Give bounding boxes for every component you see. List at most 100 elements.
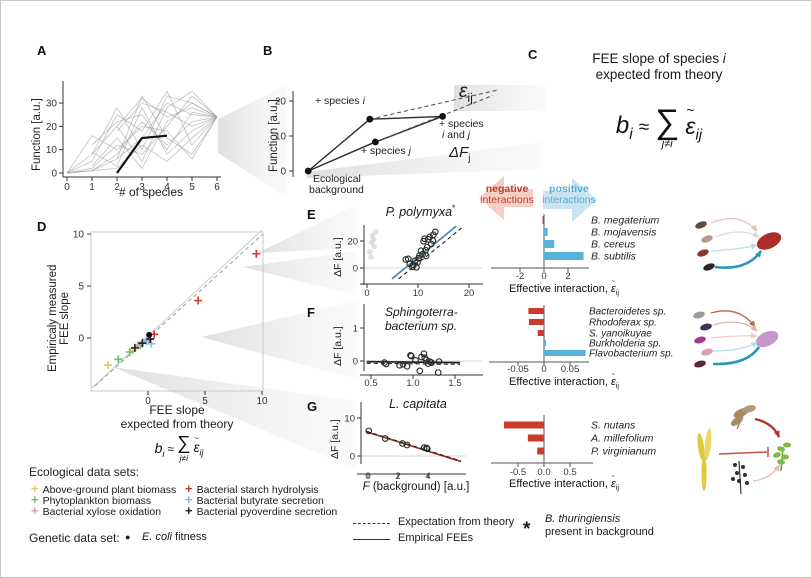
svg-text:1.5: 1.5 [448, 378, 461, 389]
svg-text:0: 0 [280, 167, 286, 178]
svg-text:20: 20 [275, 97, 287, 108]
svg-text:P. virginianum: P. virginianum [591, 446, 656, 458]
note-line-2: present in background [545, 526, 654, 538]
plus-marker-icon: + [185, 481, 193, 496]
svg-text:0: 0 [365, 471, 370, 482]
panel-e-ylabel: ΔF [a.u.] [332, 237, 344, 277]
eff-interaction-label-e: Effective interaction, ~ εij [509, 278, 619, 298]
panel-a-ylabel: Function [a.u.] [31, 98, 43, 172]
interaction-arrows [479, 176, 597, 222]
panel-g-ylabel: ΔF [a.u.] [329, 419, 341, 459]
plus-marker-icon: + [31, 481, 39, 496]
zoom-wedges [113, 85, 546, 469]
note-line-1: B. thuringiensis [545, 513, 621, 525]
legend-item-plant-biomass: + Above-ground plant biomass [31, 481, 177, 496]
panel-label-c: C [528, 47, 538, 62]
svg-text:0.5: 0.5 [364, 378, 377, 389]
svg-text:2: 2 [395, 471, 400, 482]
panel-f-plot: 0.5 1.0 1.5 0 1 [353, 304, 483, 389]
panel-f-ylabel: ΔF [a.u.] [332, 326, 344, 366]
panel-label-f: F [307, 305, 315, 320]
svg-text:0: 0 [353, 357, 358, 368]
svg-text:0.05: 0.05 [561, 364, 580, 375]
panel-f-title-1: Sphingoterra- [385, 305, 458, 319]
panel-label-b: B [263, 43, 273, 58]
negative-arrow-icon [479, 176, 533, 220]
svg-text:B. mojavensis: B. mojavensis [591, 227, 657, 239]
svg-text:A. millefolium: A. millefolium [590, 433, 654, 445]
solid-line-label: Empirical FEEs [398, 532, 474, 544]
svg-text:10: 10 [46, 145, 58, 156]
svg-text:0: 0 [364, 288, 369, 299]
panel-label-e: E [307, 207, 316, 222]
plus-marker-icon: + [185, 503, 193, 518]
plus-marker-icon: + [185, 492, 193, 507]
svg-text:-2: -2 [516, 271, 524, 282]
svg-text:20: 20 [46, 122, 58, 133]
panel-e-title: P. polymyxa* [385, 203, 456, 220]
svg-text:3: 3 [139, 182, 145, 193]
panel-d-series [114, 341, 145, 364]
svg-text:1: 1 [89, 182, 95, 193]
plus-marker-icon: + [31, 503, 39, 518]
panel-label-g: G [307, 399, 318, 414]
svg-text:10: 10 [275, 132, 287, 143]
negative-interactions-label-2: interactions [480, 194, 534, 206]
svg-text:Rhodoferax sp.: Rhodoferax sp. [589, 318, 657, 329]
svg-text:-0.05: -0.05 [507, 364, 529, 375]
negative-interactions-label-1: negative [485, 183, 529, 195]
panel-d-series [146, 331, 153, 338]
svg-text:B. megaterium: B. megaterium [591, 215, 660, 227]
panel-a-xlabel: # of species [118, 185, 184, 199]
annotation-species-i: + species i [315, 95, 365, 107]
legend-item-starch: + Bacterial starch hydrolysis [185, 481, 319, 496]
annotation-species-j: + species j [361, 145, 411, 157]
eff-interaction-label-g: Effective interaction, ~ εij [509, 473, 619, 493]
legend-item-phytoplankton: + Phytoplankton biomass [31, 492, 152, 507]
panel-f-title-2: bacterium sp. [385, 319, 458, 333]
svg-text:5: 5 [78, 282, 84, 293]
panel-d-equation: bi ≈ ∑ j≠i ~ εij [109, 433, 249, 465]
svg-text:4: 4 [425, 471, 430, 482]
svg-text:5: 5 [189, 182, 195, 193]
plus-marker-icon: + [31, 492, 39, 507]
annotation-species-ij-1: + species [439, 118, 484, 130]
svg-text:2: 2 [114, 182, 120, 193]
svg-text:Bacteroidetes sp.: Bacteroidetes sp. [589, 307, 666, 318]
svg-text:0: 0 [51, 169, 57, 180]
asterisk-icon: * [523, 519, 531, 540]
panel-g-plot: 0 2 4 0 10 [344, 402, 466, 482]
positive-interactions-label-2: interactions [542, 194, 596, 206]
panel-g-title: L. capitata [389, 397, 447, 411]
svg-text:1: 1 [353, 324, 358, 335]
panel-g-xlabel: F (background) [a.u.] [362, 481, 470, 493]
panel-d-xlabel-2: expected from theory [120, 417, 234, 431]
eq-epsilon-term: ~ εij [685, 103, 703, 144]
svg-text:4: 4 [164, 182, 170, 193]
dot-marker-icon: ● [125, 532, 131, 542]
illustration-g-plants [697, 405, 791, 495]
panel-b-ylabel: Function [a.u.] [268, 99, 280, 173]
solid-line-sample [353, 539, 390, 540]
svg-text:1.0: 1.0 [406, 378, 419, 389]
panel-a-plot: 0 1 2 3 4 5 6 0 10 20 30 [46, 81, 221, 193]
annotation-delta-f-j: ΔFj [449, 144, 471, 164]
panel-b-diagram: 0 10 20 [275, 89, 499, 178]
svg-text:30: 30 [46, 99, 58, 110]
svg-text:B. subtilis: B. subtilis [591, 251, 637, 263]
theory-equation: bi ≈ ∑ j≠i ~ εij [579, 97, 739, 159]
annotation-background-1: Ecological [313, 173, 361, 185]
eff-interaction-label-f: Effective interaction, ~ εij [509, 371, 619, 391]
panel-d-ylabel: Empiricaly measured FEE slope [47, 264, 71, 372]
eco-legend-title: Ecological data sets: [29, 465, 140, 479]
svg-text:0: 0 [145, 396, 151, 407]
svg-text:0: 0 [353, 264, 358, 275]
positive-arrow-icon [543, 178, 597, 222]
panel-f-bars: -0.05 0 0.05 Bacteroidetes sp.Rhodoferax sp… [489, 305, 673, 375]
svg-text:0.5: 0.5 [563, 467, 576, 478]
svg-text:10: 10 [256, 396, 268, 407]
annotation-species-ij-2: i and j [442, 129, 471, 141]
